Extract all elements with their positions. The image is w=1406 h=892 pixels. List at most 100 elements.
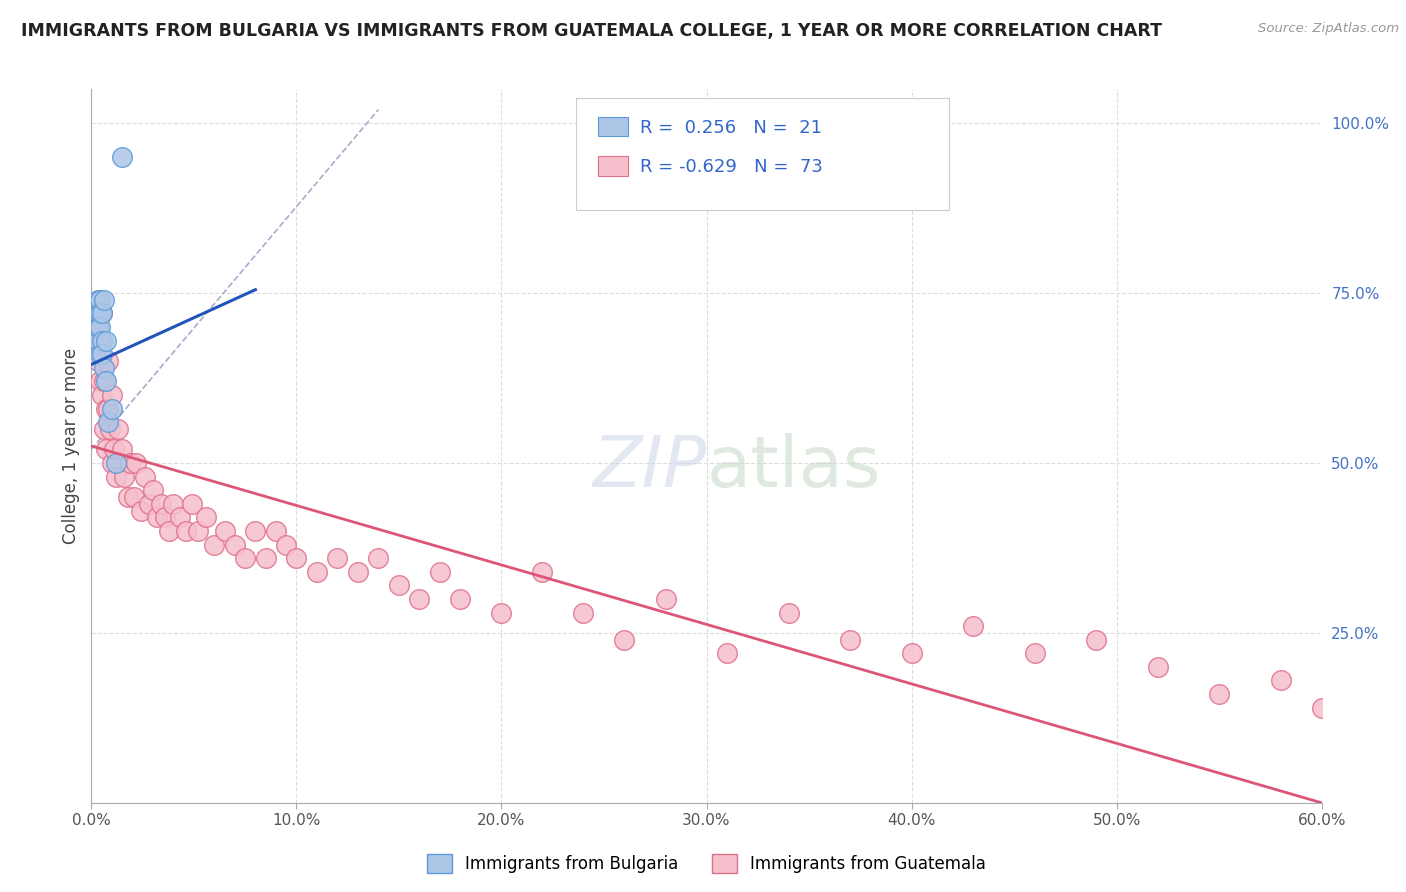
Point: [84, 320, 107, 334]
Point: [613, 632, 636, 647]
Point: [388, 578, 411, 592]
Point: [305, 565, 328, 579]
Point: [103, 442, 125, 457]
Point: [202, 537, 225, 551]
Point: [97, 415, 120, 429]
Text: ZIP: ZIP: [592, 433, 706, 502]
Point: [89, 306, 111, 320]
Point: [142, 483, 165, 498]
Point: [93, 375, 115, 389]
Point: [572, 606, 595, 620]
Point: [187, 524, 209, 538]
Text: R = -0.629   N =  73: R = -0.629 N = 73: [640, 158, 823, 176]
Point: [107, 422, 129, 436]
Point: [214, 524, 236, 538]
Point: [1085, 632, 1108, 647]
Point: [245, 524, 267, 538]
Point: [90, 388, 112, 402]
Point: [531, 565, 554, 579]
Point: [94, 375, 117, 389]
Point: [90, 334, 112, 348]
Point: [839, 632, 862, 647]
Point: [654, 591, 676, 606]
Point: [153, 510, 177, 524]
Text: atlas: atlas: [706, 433, 882, 502]
Point: [101, 456, 124, 470]
Legend: Immigrants from Bulgaria, Immigrants from Guatemala: Immigrants from Bulgaria, Immigrants fro…: [420, 847, 993, 880]
Point: [89, 334, 111, 348]
Point: [326, 551, 349, 566]
Point: [111, 442, 134, 457]
Point: [180, 497, 202, 511]
Point: [86, 293, 108, 307]
Point: [94, 401, 117, 416]
Point: [124, 490, 146, 504]
Point: [285, 551, 308, 566]
Point: [112, 469, 135, 483]
Point: [89, 375, 111, 389]
Point: [134, 469, 156, 483]
Point: [347, 565, 370, 579]
Point: [174, 524, 197, 538]
Point: [84, 306, 107, 320]
Point: [90, 347, 112, 361]
Point: [146, 510, 169, 524]
Point: [117, 490, 139, 504]
Point: [93, 293, 115, 307]
Point: [105, 456, 127, 470]
Point: [86, 306, 108, 320]
Point: [138, 497, 160, 511]
Point: [716, 646, 738, 660]
Point: [264, 524, 287, 538]
Point: [157, 524, 180, 538]
Text: R =  0.256   N =  21: R = 0.256 N = 21: [640, 119, 821, 136]
Point: [1024, 646, 1046, 660]
Point: [224, 537, 246, 551]
Point: [94, 442, 117, 457]
Point: [86, 354, 108, 368]
Point: [101, 388, 124, 402]
Point: [408, 591, 430, 606]
Point: [276, 537, 298, 551]
Point: [120, 456, 142, 470]
Point: [1310, 700, 1333, 714]
Point: [129, 503, 152, 517]
Point: [367, 551, 389, 566]
Point: [90, 306, 112, 320]
Text: Source: ZipAtlas.com: Source: ZipAtlas.com: [1258, 22, 1399, 36]
Point: [97, 401, 120, 416]
Point: [94, 334, 117, 348]
Point: [1270, 673, 1292, 688]
Point: [962, 619, 984, 633]
Point: [429, 565, 451, 579]
Point: [491, 606, 513, 620]
Point: [449, 591, 471, 606]
Point: [89, 293, 111, 307]
Point: [89, 347, 111, 361]
Point: [169, 510, 191, 524]
Point: [86, 320, 108, 334]
Point: [86, 334, 108, 348]
Point: [97, 354, 120, 368]
Point: [93, 360, 115, 375]
Point: [1146, 660, 1168, 674]
Point: [900, 646, 922, 660]
Point: [98, 422, 121, 436]
Point: [111, 150, 134, 164]
Point: [93, 422, 115, 436]
Point: [90, 306, 112, 320]
Point: [86, 320, 108, 334]
Point: [1208, 687, 1230, 701]
Point: [233, 551, 256, 566]
Y-axis label: College, 1 year or more: College, 1 year or more: [62, 348, 80, 544]
Text: IMMIGRANTS FROM BULGARIA VS IMMIGRANTS FROM GUATEMALA COLLEGE, 1 YEAR OR MORE CO: IMMIGRANTS FROM BULGARIA VS IMMIGRANTS F…: [21, 22, 1163, 40]
Point: [89, 320, 111, 334]
Point: [195, 510, 218, 524]
Point: [101, 401, 124, 416]
Point: [90, 334, 112, 348]
Point: [162, 497, 184, 511]
Point: [84, 306, 107, 320]
Point: [778, 606, 800, 620]
Point: [254, 551, 277, 566]
Point: [105, 469, 127, 483]
